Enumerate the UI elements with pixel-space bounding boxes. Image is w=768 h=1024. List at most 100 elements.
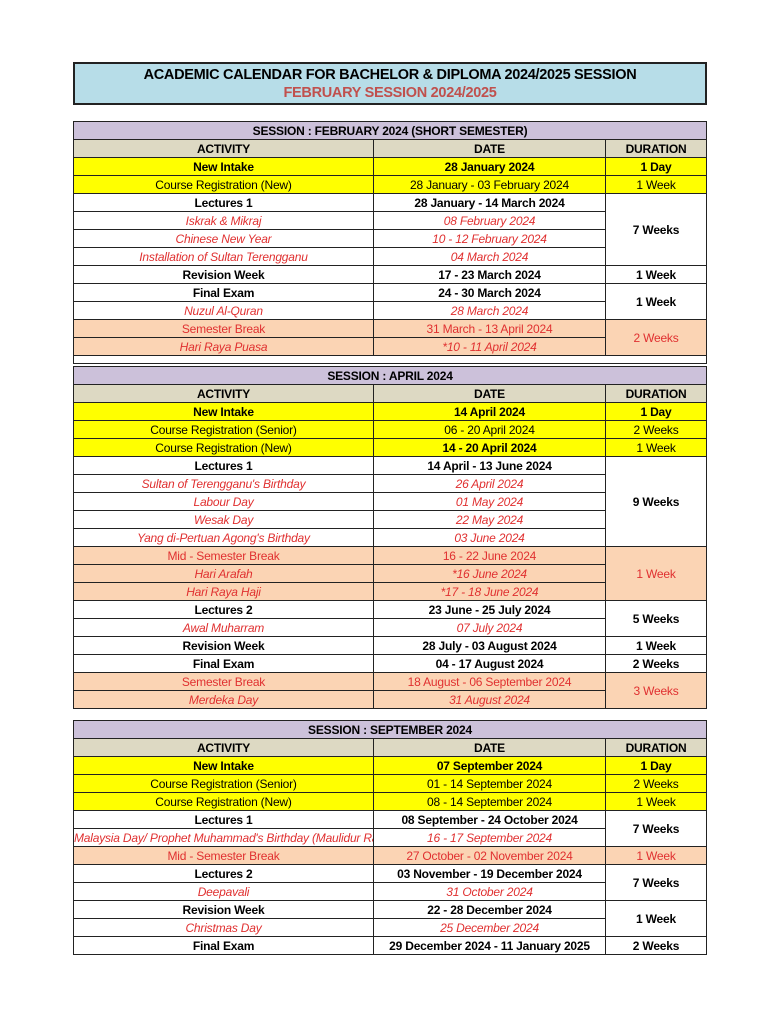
- table-row: Lectures 1 14 April - 13 June 2024 9 Weeks: [73, 456, 708, 547]
- date-cell: 22 - 28 December 2024: [373, 900, 606, 919]
- duration-cell: 1 Day: [604, 402, 708, 421]
- activity-cell: Revision Week: [73, 900, 374, 919]
- table-row: Chinese New Year 10 - 12 February 2024: [73, 229, 707, 248]
- activity-cell: Mid - Semester Break: [73, 846, 374, 865]
- date-cell: 28 January 2024: [373, 157, 606, 176]
- date-cell: 08 September - 24 October 2024: [373, 810, 606, 829]
- activity-cell: Labour Day: [73, 492, 374, 511]
- date-cell: 10 - 12 February 2024: [373, 229, 606, 248]
- table-row: Course Registration (New) 08 - 14 Septemb…: [73, 792, 708, 811]
- activity-cell: Sultan of Terengganu's Birthday: [73, 474, 374, 493]
- activity-cell: Course Registration (New): [73, 438, 374, 457]
- session-title: SESSION : APRIL 2024: [72, 366, 708, 385]
- column-header-duration: DURATION: [604, 384, 708, 403]
- date-cell: 28 January - 03 February 2024: [373, 175, 606, 194]
- date-cell: 31 March - 13 April 2024: [373, 319, 606, 338]
- activity-cell: Lectures 2: [73, 864, 374, 883]
- date-cell: 01 - 14 September 2024: [373, 774, 606, 793]
- activity-cell: Revision Week: [73, 636, 374, 655]
- activity-cell: Lectures 2: [73, 600, 374, 619]
- column-header-date: DATE: [373, 738, 606, 757]
- table-row: Semester Break 31 March - 13 April 2024 2 …: [73, 319, 708, 356]
- activity-cell: Semester Break: [73, 319, 374, 338]
- activity-cell: Final Exam: [73, 283, 374, 302]
- table-row: Lectures 2 03 November - 19 December 2024…: [73, 864, 708, 901]
- calendar-title: ACADEMIC CALENDAR FOR BACHELOR & DIPLOMA…: [143, 67, 637, 83]
- duration-cell: 2 Weeks: [604, 936, 708, 955]
- date-cell: 08 - 14 September 2024: [373, 792, 606, 811]
- date-cell: 22 May 2024: [373, 510, 606, 529]
- calendar-subtitle: FEBRUARY SESSION 2024/2025: [283, 85, 497, 101]
- table-row: Labour Day 01 May 2024: [73, 492, 707, 511]
- activity-cell: Final Exam: [73, 936, 374, 955]
- date-cell: 14 - 20 April 2024: [373, 438, 606, 457]
- activity-cell: Yang di-Pertuan Agong's Birthday: [73, 528, 374, 547]
- date-cell: 07 July 2024: [373, 618, 606, 637]
- table-row: Lectures 2 23 June - 25 July 2024 5 Weeks: [73, 600, 708, 637]
- column-header-row: ACTIVITY DATE DURATION: [73, 738, 708, 757]
- activity-cell: Course Registration (Senior): [73, 420, 374, 439]
- duration-cell: 1 Week: [604, 438, 708, 457]
- duration-cell: 1 Day: [604, 157, 708, 176]
- session-table: SESSION : FEBRUARY 2024 (SHORT SEMESTER)…: [72, 121, 708, 364]
- table-row: Final Exam 29 December 2024 - 11 January …: [73, 936, 708, 955]
- table-row: Revision Week 22 - 28 December 2024 1 Week: [73, 900, 708, 937]
- date-cell: 16 - 22 June 2024: [373, 546, 606, 565]
- table-row: Final Exam 24 - 30 March 2024 1 Week: [73, 283, 708, 320]
- session-title: SESSION : FEBRUARY 2024 (SHORT SEMESTER): [72, 121, 708, 140]
- session-table: SESSION : SEPTEMBER 2024 ACTIVITY DATE DURA…: [72, 720, 708, 955]
- date-cell: 29 December 2024 - 11 January 2025: [373, 936, 606, 955]
- activity-cell: Awal Muharram: [73, 618, 374, 637]
- column-header-row: ACTIVITY DATE DURATION: [73, 139, 708, 158]
- activity-cell: Chinese New Year: [73, 229, 374, 248]
- table-row: Lectures 1 08 September - 24 October 2024…: [73, 810, 708, 847]
- duration-cell: 3 Weeks: [604, 672, 708, 709]
- date-cell: 31 August 2024: [373, 690, 606, 709]
- date-cell: 14 April - 13 June 2024: [373, 456, 606, 475]
- table-row: New Intake 28 January 2024 1 Day: [73, 157, 708, 176]
- calendar-title-box: ACADEMIC CALENDAR FOR BACHELOR & DIPLOMA…: [73, 62, 707, 105]
- duration-cell: 1 Week: [604, 792, 708, 811]
- activity-cell: Iskrak & Mikraj: [73, 211, 374, 230]
- activity-cell: Mid - Semester Break: [73, 546, 374, 565]
- activity-cell: Course Registration (New): [73, 175, 374, 194]
- session-table: SESSION : APRIL 2024 ACTIVITY DATE DURATION…: [72, 366, 708, 709]
- duration-cell: 7 Weeks: [604, 810, 708, 847]
- column-header-date: DATE: [373, 384, 606, 403]
- column-header-row: ACTIVITY DATE DURATION: [73, 384, 708, 403]
- column-header-duration: DURATION: [604, 738, 708, 757]
- date-cell: 28 July - 03 August 2024: [373, 636, 606, 655]
- duration-cell: 1 Week: [604, 636, 708, 655]
- duration-cell: 5 Weeks: [604, 600, 708, 637]
- date-cell: 23 June - 25 July 2024: [373, 600, 606, 619]
- table-row: Wesak Day 22 May 2024: [73, 510, 707, 529]
- duration-cell: 2 Weeks: [604, 774, 708, 793]
- date-cell: 08 February 2024: [373, 211, 606, 230]
- table-row: New Intake 07 September 2024 1 Day: [73, 756, 708, 775]
- table-row: New Intake 14 April 2024 1 Day: [73, 402, 708, 421]
- duration-cell: 9 Weeks: [604, 456, 708, 547]
- table-row: Merdeka Day 31 August 2024: [73, 690, 707, 709]
- column-header-activity: ACTIVITY: [73, 384, 374, 403]
- date-cell: 27 October - 02 November 2024: [373, 846, 606, 865]
- duration-cell: 2 Weeks: [604, 654, 708, 673]
- column-header-duration: DURATION: [604, 139, 708, 158]
- duration-cell: 2 Weeks: [604, 319, 708, 356]
- activity-cell: New Intake: [73, 402, 374, 421]
- table-row: Malaysia Day/ Prophet Muhammad's Birthda…: [73, 828, 707, 847]
- date-cell: 03 June 2024: [373, 528, 606, 547]
- table-row: Hari Raya Puasa *10 - 11 April 2024: [73, 337, 707, 356]
- session-title: SESSION : SEPTEMBER 2024: [72, 720, 708, 739]
- duration-cell: 1 Week: [604, 546, 708, 601]
- date-cell: 25 December 2024: [373, 918, 606, 937]
- activity-cell: Hari Arafah: [73, 564, 374, 583]
- activity-cell: Lectures 1: [73, 456, 374, 475]
- table-row: Hari Arafah *16 June 2024: [73, 564, 707, 583]
- date-cell: 26 April 2024: [373, 474, 606, 493]
- activity-cell: Lectures 1: [73, 810, 374, 829]
- activity-cell: Hari Raya Puasa: [73, 337, 374, 356]
- table-row: Final Exam 04 - 17 August 2024 2 Weeks: [73, 654, 708, 673]
- date-cell: 07 September 2024: [373, 756, 606, 775]
- date-cell: *16 June 2024: [373, 564, 606, 583]
- duration-cell: 1 Week: [604, 900, 708, 937]
